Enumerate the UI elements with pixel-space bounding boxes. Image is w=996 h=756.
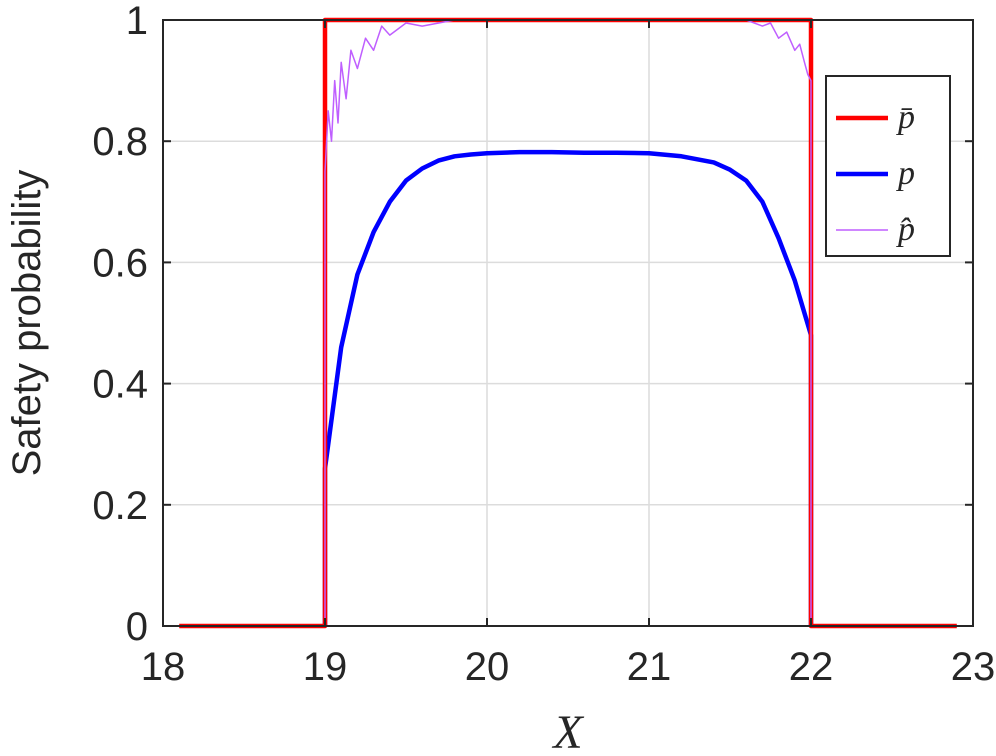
tick-labels: 18 19 20 21 22 23 0 0.2 0.4 0.6 0.8 1	[92, 0, 995, 689]
y-axis-label: Safety probability	[5, 170, 49, 477]
series-line-3	[179, 19, 957, 627]
y-tick-label: 0.2	[92, 484, 148, 528]
plot-frame	[162, 19, 974, 627]
legend-box	[825, 75, 951, 257]
y-tick-label: 0.8	[92, 120, 148, 164]
legend-label-2: p	[896, 155, 915, 192]
y-tick-label: 1	[126, 0, 148, 43]
series-line-2	[322, 149, 814, 626]
x-tick-label: 18	[141, 645, 186, 689]
x-tick-label: 19	[303, 645, 348, 689]
x-tick-label: 21	[627, 645, 672, 689]
y-tick-label: 0.6	[92, 241, 148, 285]
legend-label-3: p̂	[896, 211, 915, 248]
x-tick-label: 23	[951, 645, 996, 689]
legend: p̄ p p̂	[825, 75, 951, 257]
x-tick-label: 20	[465, 645, 510, 689]
y-tick-label: 0	[126, 605, 148, 649]
y-tick-label: 0.4	[92, 363, 148, 407]
legend-label-1: p̄	[896, 99, 915, 136]
x-axis-label: X	[551, 706, 584, 756]
x-tick-label: 22	[789, 645, 834, 689]
ticks	[162, 19, 974, 627]
